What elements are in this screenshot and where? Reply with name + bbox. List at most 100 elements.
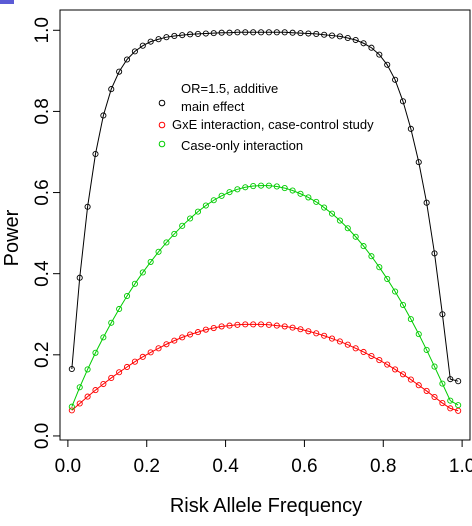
series-2-point xyxy=(289,187,296,194)
series-1-point xyxy=(344,341,351,348)
series-1-point xyxy=(171,337,178,344)
series-1-point xyxy=(116,369,123,376)
series-0-point xyxy=(328,32,336,39)
series-0-point xyxy=(455,378,462,385)
series-1-point xyxy=(431,393,438,401)
plot-frame xyxy=(59,9,471,441)
series-2-point xyxy=(392,288,399,295)
series-1-point xyxy=(108,374,115,381)
y-tick-label: 0.4 xyxy=(32,260,53,287)
x-tick-label: 0.4 xyxy=(212,456,239,477)
series-0-point xyxy=(187,31,194,38)
series-0-point xyxy=(258,29,265,36)
corner-accent-mark xyxy=(0,0,14,4)
y-tick-label: 0.6 xyxy=(32,179,53,205)
series-2-point xyxy=(376,264,383,271)
series-1-point xyxy=(328,335,336,342)
series-2-point xyxy=(234,186,241,193)
series-2-point xyxy=(147,258,154,265)
series-0-point xyxy=(321,31,328,38)
series-2-point xyxy=(399,301,407,308)
series-1-point xyxy=(218,323,225,330)
series-1-point xyxy=(297,326,304,333)
series-0-point xyxy=(179,32,186,39)
series-1-point xyxy=(139,353,146,360)
series-2-point xyxy=(384,275,391,283)
series-2-point xyxy=(265,182,272,189)
series-1-point xyxy=(179,334,186,341)
series-1-point xyxy=(242,321,249,328)
legend-marker-main-effect xyxy=(158,99,166,107)
series-2-point xyxy=(171,230,178,237)
series-1-point xyxy=(447,405,454,412)
series-0-point xyxy=(376,51,383,58)
y-tick-label: 1.0 xyxy=(32,17,53,43)
series-2-point xyxy=(305,194,312,201)
series-0-point xyxy=(242,29,249,36)
series-2-point xyxy=(139,269,146,276)
series-2-point xyxy=(336,217,343,224)
series-1-point xyxy=(76,400,83,407)
legend-label-main-effect-line2: main effect xyxy=(181,99,245,114)
series-0-point xyxy=(171,32,178,40)
series-2-point xyxy=(179,222,186,229)
series-1-point xyxy=(415,382,422,389)
series-2-point xyxy=(258,182,265,189)
y-axis-title: Power xyxy=(1,209,23,266)
series-0-point xyxy=(384,61,391,68)
series-2-point xyxy=(92,349,99,356)
series-2-point xyxy=(131,280,138,287)
series-1-point xyxy=(163,341,170,348)
series-1-point xyxy=(202,326,209,333)
series-1-point xyxy=(187,331,194,338)
series-2-point xyxy=(455,402,462,409)
series-1-point xyxy=(100,380,107,388)
series-0-point xyxy=(281,29,288,36)
series-0-point xyxy=(84,203,91,210)
series-1-point xyxy=(392,366,399,373)
series-2-point xyxy=(321,204,328,211)
series-layer xyxy=(68,29,462,414)
series-2-point xyxy=(431,363,438,370)
series-2-point xyxy=(163,239,170,246)
series-0-point xyxy=(360,40,367,47)
series-0-point xyxy=(147,38,154,45)
series-2-point xyxy=(155,248,162,255)
series-1-point xyxy=(92,387,99,394)
series-1-point xyxy=(68,407,75,414)
y-tick-label: 0.2 xyxy=(32,342,53,368)
series-2-point xyxy=(84,366,91,373)
series-1-point xyxy=(368,352,375,360)
y-tick-label: 0.8 xyxy=(32,98,53,124)
series-1-point xyxy=(250,321,257,328)
series-0-point xyxy=(76,274,83,281)
series-0-point xyxy=(92,150,99,158)
series-1-point xyxy=(376,357,383,364)
series-1-point xyxy=(313,330,320,337)
series-0-point xyxy=(163,34,170,41)
series-0-point xyxy=(399,98,407,105)
legend-label-case-only: Case-only interaction xyxy=(181,138,303,153)
series-2-point xyxy=(328,210,336,217)
series-1-point xyxy=(234,321,241,328)
series-2-point xyxy=(76,384,83,391)
series-1-point xyxy=(305,328,312,335)
series-0-point xyxy=(423,199,430,206)
series-0-point xyxy=(210,30,217,37)
legend-label-main-effect-line1: OR=1.5, additive xyxy=(181,81,278,96)
series-2-point xyxy=(68,403,75,410)
series-1-point xyxy=(360,348,367,356)
series-0-point xyxy=(202,30,209,37)
series-0-point xyxy=(336,33,343,40)
series-1-point xyxy=(84,393,91,400)
legend: OR=1.5, additive main effect GxE interac… xyxy=(158,81,374,153)
series-0-point xyxy=(265,29,272,36)
series-2-point xyxy=(297,190,304,197)
legend-marker-case-control xyxy=(158,121,166,129)
series-1-point xyxy=(399,371,407,378)
series-1-point xyxy=(123,363,131,371)
series-2-point xyxy=(415,331,422,338)
series-0-point xyxy=(155,36,162,43)
series-1-point xyxy=(131,358,138,365)
